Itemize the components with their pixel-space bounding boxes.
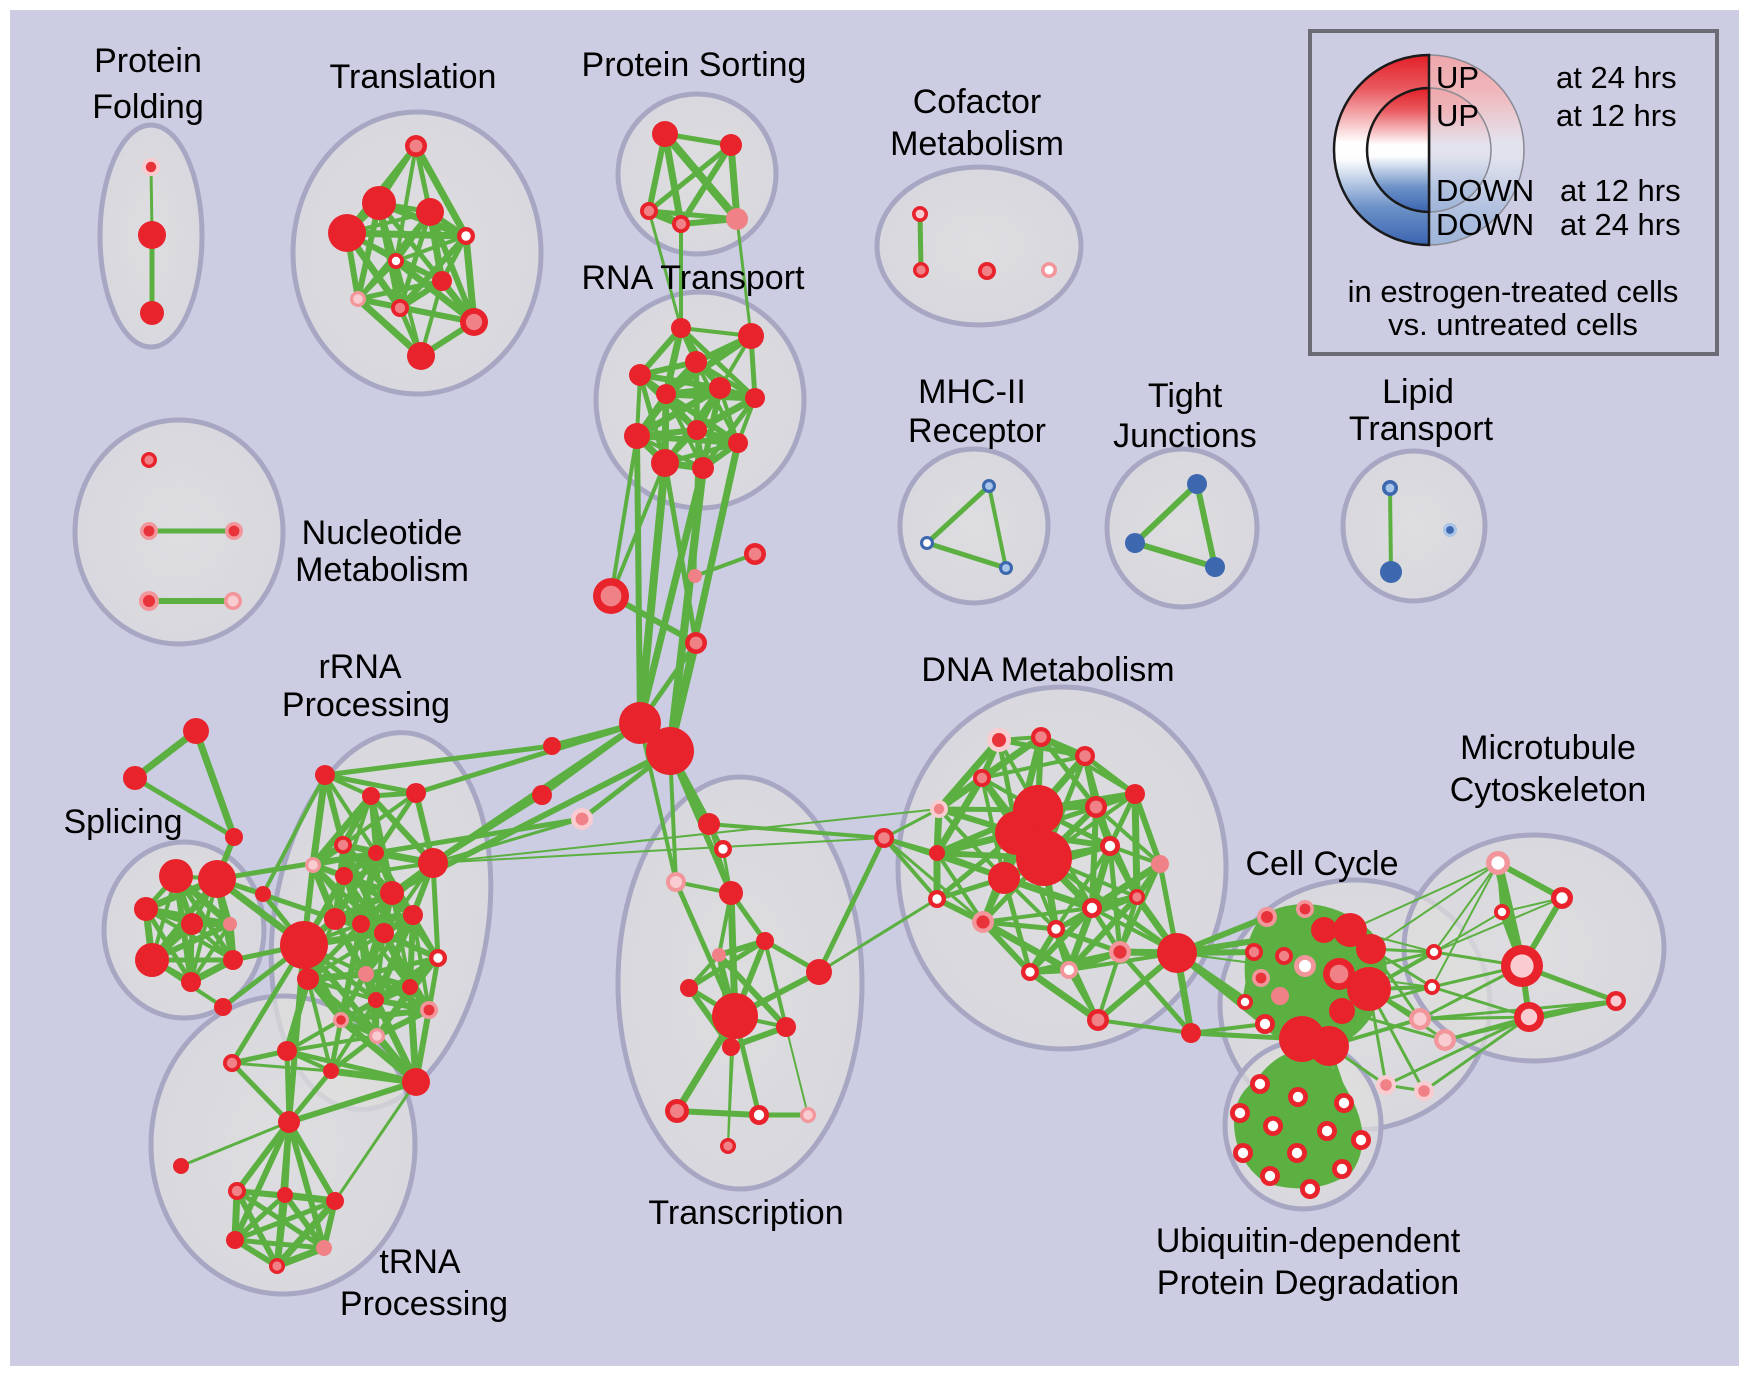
svg-text:Splicing: Splicing (63, 803, 182, 841)
svg-text:Cytoskeleton: Cytoskeleton (1450, 771, 1647, 809)
svg-text:Processing: Processing (282, 686, 450, 724)
svg-text:Processing: Processing (340, 1285, 508, 1323)
svg-text:in estrogen-treated cells: in estrogen-treated cells (1348, 274, 1679, 309)
svg-text:rRNA: rRNA (318, 648, 401, 686)
svg-text:UP: UP (1436, 60, 1479, 95)
svg-text:Transcription: Transcription (648, 1194, 843, 1232)
svg-text:tRNA: tRNA (379, 1243, 461, 1281)
svg-text:Translation: Translation (330, 58, 497, 96)
svg-text:Cofactor: Cofactor (913, 83, 1042, 121)
svg-text:Receptor: Receptor (908, 412, 1046, 450)
svg-text:at 24 hrs: at 24 hrs (1556, 60, 1677, 95)
svg-text:Nucleotide: Nucleotide (302, 514, 463, 552)
svg-text:Protein Degradation: Protein Degradation (1157, 1264, 1459, 1302)
svg-text:Ubiquitin-dependent: Ubiquitin-dependent (1156, 1222, 1461, 1260)
svg-text:DOWN: DOWN (1436, 173, 1534, 208)
svg-text:Junctions: Junctions (1113, 417, 1257, 455)
svg-text:at 12 hrs: at 12 hrs (1560, 173, 1681, 208)
svg-text:Microtubule: Microtubule (1460, 729, 1636, 767)
svg-text:Folding: Folding (92, 88, 204, 126)
svg-text:Tight: Tight (1148, 377, 1223, 415)
svg-text:DOWN: DOWN (1436, 207, 1534, 242)
svg-text:Lipid: Lipid (1382, 373, 1454, 411)
svg-text:Protein Sorting: Protein Sorting (582, 46, 807, 84)
svg-text:at 24 hrs: at 24 hrs (1560, 207, 1681, 242)
svg-text:Cell Cycle: Cell Cycle (1245, 845, 1398, 883)
svg-text:DNA Metabolism: DNA Metabolism (921, 651, 1174, 689)
svg-text:Metabolism: Metabolism (890, 125, 1064, 163)
svg-text:RNA Transport: RNA Transport (582, 259, 806, 297)
svg-text:Protein: Protein (94, 42, 202, 80)
svg-text:UP: UP (1436, 98, 1479, 133)
svg-text:vs. untreated cells: vs. untreated cells (1388, 307, 1638, 342)
svg-text:Metabolism: Metabolism (295, 551, 469, 589)
svg-text:MHC-II: MHC-II (918, 373, 1026, 411)
svg-text:Transport: Transport (1349, 410, 1494, 448)
svg-text:at 12 hrs: at 12 hrs (1556, 98, 1677, 133)
